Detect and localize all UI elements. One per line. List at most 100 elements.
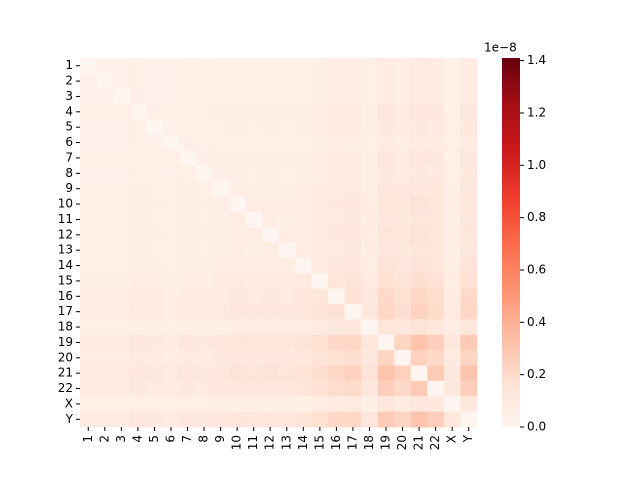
heatmap-cell bbox=[195, 304, 213, 320]
heatmap-cell bbox=[129, 380, 147, 397]
heatmap-cell bbox=[261, 411, 279, 428]
heatmap-cell bbox=[328, 242, 346, 259]
heatmap-cell bbox=[261, 365, 279, 382]
heatmap-cell bbox=[245, 380, 263, 397]
heatmap-cell bbox=[162, 365, 180, 382]
heatmap-cell bbox=[394, 104, 412, 120]
heatmap-cell bbox=[80, 365, 98, 382]
heatmap-cell bbox=[443, 165, 461, 182]
heatmap-cell bbox=[328, 73, 346, 90]
heatmap-cell bbox=[278, 380, 296, 397]
heatmap-cell bbox=[295, 288, 313, 305]
heatmap-cell bbox=[361, 396, 379, 413]
heatmap-cell bbox=[394, 58, 412, 74]
heatmap-cell bbox=[410, 334, 428, 351]
heatmap-cell bbox=[179, 119, 197, 136]
heatmap-cell bbox=[361, 181, 379, 197]
heatmap-cell bbox=[245, 288, 263, 305]
heatmap-cell bbox=[460, 119, 478, 136]
heatmap-cell bbox=[245, 119, 263, 136]
heatmap-cell bbox=[228, 211, 246, 228]
heatmap-cell bbox=[113, 73, 131, 90]
heatmap-cell bbox=[443, 58, 461, 74]
heatmap-cell bbox=[328, 288, 346, 305]
heatmap-cell bbox=[295, 58, 313, 74]
heatmap-cell bbox=[427, 88, 445, 105]
heatmap-cell bbox=[344, 257, 362, 274]
heatmap-cell bbox=[377, 319, 395, 336]
heatmap-cell bbox=[427, 411, 445, 428]
heatmap-cell bbox=[410, 273, 428, 290]
heatmap-cell bbox=[129, 396, 147, 413]
heatmap-cell bbox=[195, 181, 213, 197]
heatmap-cell bbox=[195, 150, 213, 167]
heatmap-cell bbox=[261, 273, 279, 290]
heatmap-cell bbox=[113, 304, 131, 320]
heatmap-cell bbox=[295, 350, 313, 366]
heatmap-cell bbox=[427, 334, 445, 351]
heatmap-cell bbox=[195, 242, 213, 259]
heatmap-cell bbox=[80, 181, 98, 197]
y-tick-label: 9 bbox=[65, 181, 73, 195]
heatmap-cell bbox=[146, 365, 164, 382]
heatmap-cell bbox=[394, 119, 412, 136]
heatmap-cell bbox=[427, 273, 445, 290]
x-tick-label: 6 bbox=[163, 435, 177, 443]
heatmap-cell bbox=[344, 150, 362, 167]
heatmap-cell bbox=[212, 119, 230, 136]
heatmap-cell bbox=[443, 273, 461, 290]
heatmap-cell bbox=[295, 273, 313, 290]
heatmap-cell bbox=[311, 73, 329, 90]
heatmap-cell bbox=[344, 288, 362, 305]
heatmap-cell bbox=[394, 181, 412, 197]
heatmap-cell bbox=[460, 396, 478, 413]
heatmap-cell bbox=[460, 350, 478, 366]
x-tick-label: 12 bbox=[263, 435, 277, 450]
heatmap-cell bbox=[228, 334, 246, 351]
heatmap-cell bbox=[427, 165, 445, 182]
heatmap-cell bbox=[80, 319, 98, 336]
heatmap-cell bbox=[162, 211, 180, 228]
heatmap-cell bbox=[179, 181, 197, 197]
y-tick-label: 2 bbox=[65, 74, 73, 88]
heatmap-cell bbox=[96, 242, 114, 259]
heatmap-cell bbox=[80, 73, 98, 90]
heatmap-cell bbox=[377, 396, 395, 413]
x-tick-label: 7 bbox=[180, 435, 194, 443]
heatmap-cell bbox=[344, 350, 362, 366]
heatmap-cell bbox=[460, 304, 478, 320]
heatmap-cell bbox=[377, 88, 395, 105]
heatmap-cell bbox=[410, 365, 428, 382]
heatmap-cell bbox=[228, 88, 246, 105]
heatmap-cell bbox=[443, 334, 461, 351]
x-tick-label: 21 bbox=[412, 435, 426, 450]
heatmap-cell bbox=[212, 227, 230, 243]
heatmap-cell bbox=[212, 365, 230, 382]
heatmap-cell bbox=[443, 134, 461, 151]
heatmap-cell bbox=[295, 88, 313, 105]
heatmap-cell bbox=[245, 196, 263, 213]
heatmap-cell bbox=[179, 150, 197, 167]
heatmap-cell bbox=[344, 365, 362, 382]
heatmap-cell bbox=[129, 181, 147, 197]
heatmap-cell bbox=[295, 181, 313, 197]
heatmap-cell bbox=[295, 242, 313, 259]
heatmap-cell bbox=[212, 165, 230, 182]
heatmap-cell bbox=[443, 73, 461, 90]
heatmap-cell bbox=[278, 58, 296, 74]
heatmap-cell bbox=[96, 196, 114, 213]
heatmap-cell bbox=[113, 196, 131, 213]
x-tick-label: 15 bbox=[312, 435, 326, 450]
heatmap-cell bbox=[344, 304, 362, 320]
heatmap-cell bbox=[443, 350, 461, 366]
heatmap-cell bbox=[228, 396, 246, 413]
heatmap-cell bbox=[394, 334, 412, 351]
heatmap-cell bbox=[113, 242, 131, 259]
heatmap-cell bbox=[460, 242, 478, 259]
x-tick-label: 5 bbox=[147, 435, 161, 443]
heatmap-cell bbox=[295, 134, 313, 151]
heatmap-cell bbox=[377, 365, 395, 382]
heatmap-cell bbox=[443, 88, 461, 105]
heatmap-cell bbox=[228, 273, 246, 290]
heatmap-cell bbox=[328, 273, 346, 290]
